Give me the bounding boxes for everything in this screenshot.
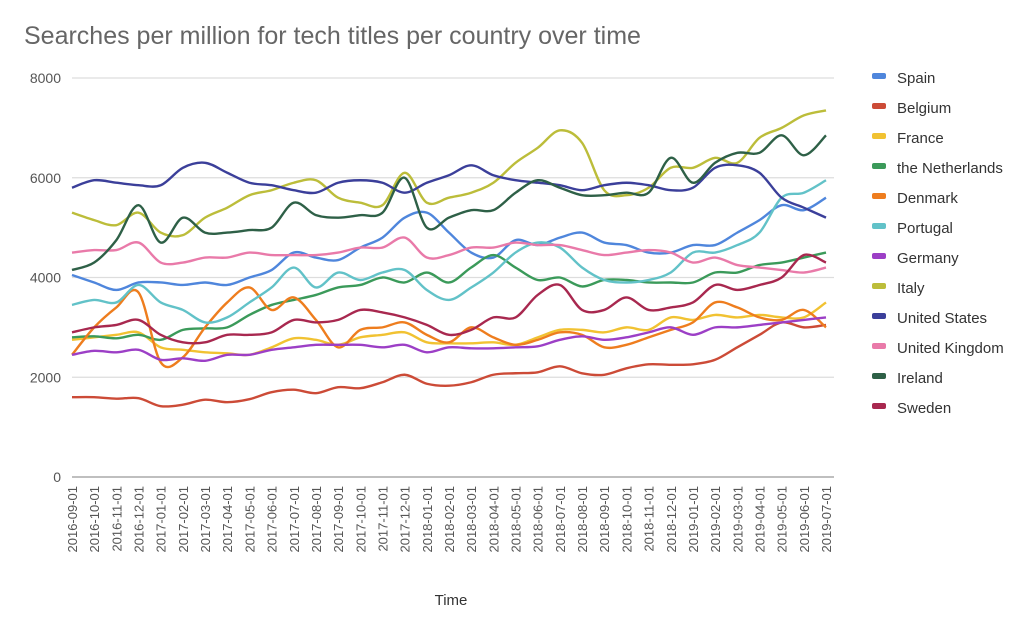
legend-item-sweden: Sweden [872,400,951,417]
x-tick-label: 2016-09-01 [65,486,80,553]
x-tick-label: 2016-11-01 [109,486,124,552]
legend-item-united-kingdom: United Kingdom [872,340,1004,357]
legend-item-the-netherlands: the Netherlands [872,160,1003,177]
legend-item-ireland: Ireland [872,370,943,387]
legend: Spain Belgium France the Netherlands Denmark… [872,70,1004,417]
legend-swatch [872,133,886,139]
legend-item-italy: Italy [872,280,925,297]
legend-item-germany: Germany [872,250,959,267]
legend-swatch [872,193,886,199]
legend-swatch [872,103,886,109]
x-tick-label: 2018-10-01 [619,486,634,553]
y-tick-label: 8000 [30,70,61,86]
legend-swatch [872,283,886,289]
x-tick-label: 2017-06-01 [265,486,280,553]
legend-swatch [872,163,886,169]
x-tick-label: 2018-08-01 [575,486,590,553]
legend-label: Denmark [897,190,958,207]
series-lines [71,109,827,408]
legend-label: Spain [897,70,935,87]
x-tick-label: 2018-04-01 [486,486,501,553]
legend-item-belgium: Belgium [872,100,951,117]
x-tick-label: 2017-08-01 [309,486,324,553]
legend-swatch [872,223,886,229]
x-tick-label: 2018-12-01 [664,486,679,553]
series-line-belgium [71,321,827,408]
x-tick-label: 2018-01-01 [420,486,435,553]
legend-item-france: France [872,130,944,147]
series-line-the-netherlands [71,251,827,342]
legend-label: Sweden [897,400,951,417]
chart-title: Searches per million for tech titles per… [24,22,641,50]
series-line-ireland [71,134,827,272]
x-tick-label: 2018-11-01 [642,486,657,552]
legend-label: Belgium [897,100,951,117]
legend-label: Germany [897,250,959,267]
legend-item-spain: Spain [872,70,935,87]
y-tick-label: 2000 [30,369,61,385]
x-tick-label: 2017-01-01 [154,486,169,553]
x-tick-label: 2017-10-01 [353,486,368,553]
legend-label: Italy [897,280,925,297]
legend-swatch [872,313,886,319]
x-tick-label: 2016-12-01 [132,486,147,553]
gridlines [72,77,834,478]
x-tick-label: 2018-07-01 [553,486,568,553]
series-line-united-states [71,161,827,219]
legend-swatch [872,73,886,79]
x-tick-label: 2019-05-01 [775,486,790,553]
series-line-sweden [71,253,827,345]
x-tick-label: 2018-05-01 [509,486,524,553]
x-tick-label: 2017-12-01 [398,486,413,553]
x-tick-label: 2019-02-01 [708,486,723,553]
series-line-spain [71,196,827,292]
x-axis-title: Time [435,592,468,609]
x-tick-label: 2017-03-01 [198,486,213,553]
x-tick-label: 2019-03-01 [730,486,745,553]
legend-swatch [872,253,886,259]
x-tick-label: 2016-10-01 [87,486,102,553]
legend-label: the Netherlands [897,160,1003,177]
x-tick-label: 2019-01-01 [686,486,701,553]
x-tick-label: 2017-09-01 [331,486,346,553]
x-tick-label: 2017-11-01 [375,486,390,552]
legend-item-denmark: Denmark [872,190,958,207]
x-tick-label: 2019-06-01 [797,486,812,553]
x-tick-label: 2017-07-01 [287,486,302,553]
y-tick-label: 6000 [30,170,61,186]
series-line-portugal [71,179,827,324]
x-tick-label: 2018-09-01 [597,486,612,553]
legend-item-portugal: Portugal [872,220,953,237]
legend-swatch [872,373,886,379]
series-line-denmark [71,286,827,369]
legend-label: France [897,130,944,147]
legend-label: United Kingdom [897,340,1004,357]
legend-label: Portugal [897,220,953,237]
legend-swatch [872,403,886,409]
x-tick-label: 2017-02-01 [176,486,191,553]
x-tick-label: 2017-04-01 [220,486,235,553]
x-tick-label: 2017-05-01 [242,486,257,553]
legend-swatch [872,343,886,349]
y-tick-label: 4000 [30,270,61,286]
y-tick-label: 0 [53,469,61,485]
x-tick-label: 2018-06-01 [531,486,546,553]
series-line-italy [71,109,827,238]
x-tick-label: 2018-03-01 [464,486,479,552]
legend-label: United States [897,310,987,327]
x-tick-label: 2019-07-01 [819,486,834,553]
x-tick-label: 2019-04-01 [752,486,767,553]
series-line-united-kingdom [71,236,827,274]
legend-item-united-states: United States [872,310,987,327]
x-tick-label: 2018-02-01 [442,486,457,553]
series-line-germany [71,316,827,363]
x-axis-ticks: 2016-09-01 2016-10-01 2016-11-01 2016-12-01… [65,486,834,553]
y-axis-ticks: 0 2000 4000 6000 8000 [30,70,61,485]
legend-label: Ireland [897,370,943,387]
